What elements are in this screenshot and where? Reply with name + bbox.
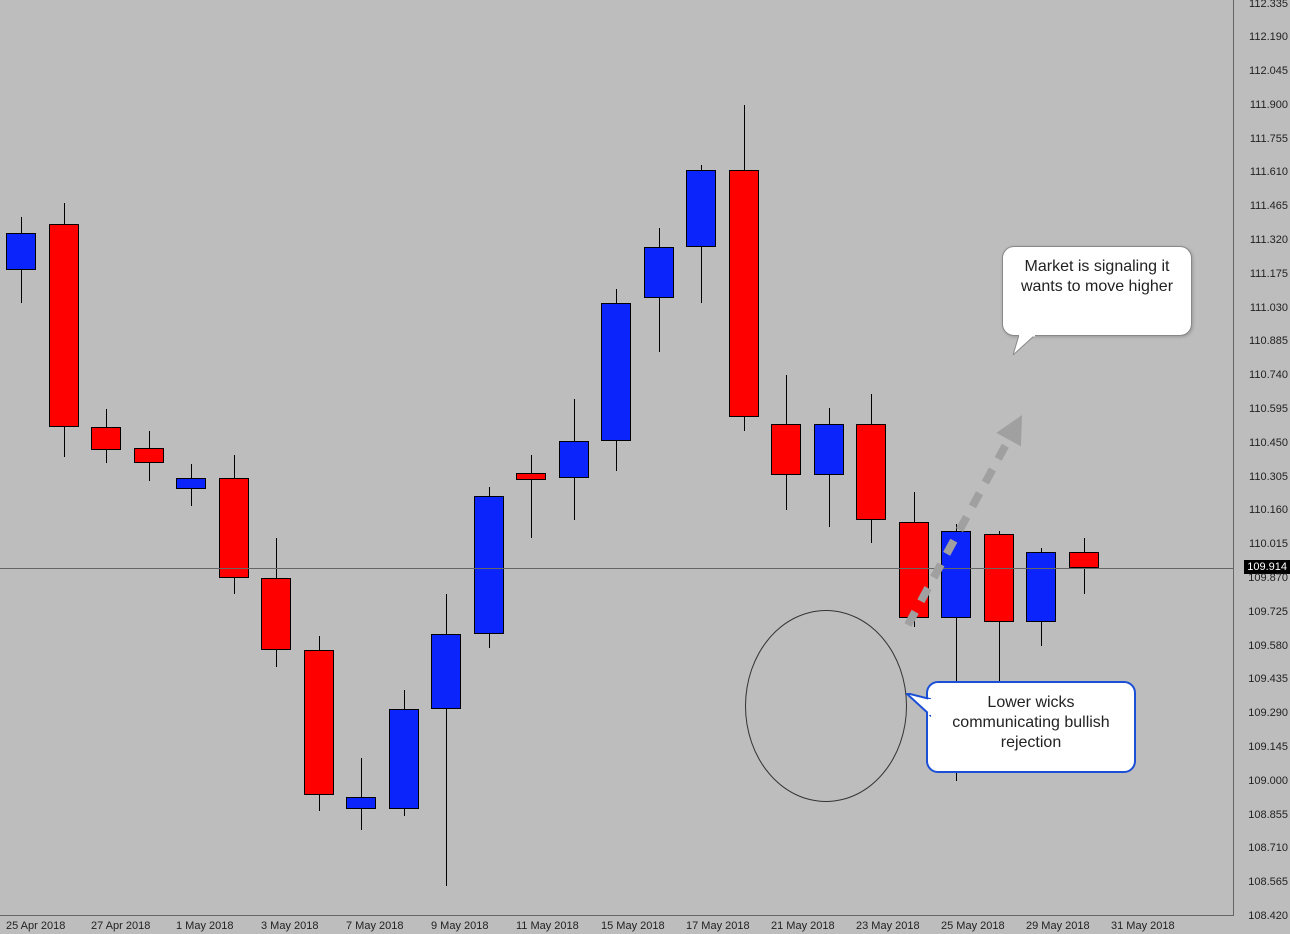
y-tick-label: 111.030 xyxy=(1250,302,1288,314)
callout-market-higher: Market is signaling it wants to move hig… xyxy=(1002,246,1192,336)
x-tick-label: 7 May 2018 xyxy=(346,920,403,932)
x-tick-label: 9 May 2018 xyxy=(431,920,488,932)
y-tick-label: 111.175 xyxy=(1250,268,1288,280)
candle-body xyxy=(346,797,376,809)
x-tick-label: 1 May 2018 xyxy=(176,920,233,932)
candle-wick xyxy=(361,758,362,830)
y-tick-label: 111.320 xyxy=(1250,234,1288,246)
candle-body xyxy=(474,496,504,634)
candle-body xyxy=(601,303,631,441)
callout-text: Market is signaling it wants to move hig… xyxy=(1021,258,1173,295)
x-tick-label: 25 May 2018 xyxy=(941,920,1005,932)
y-tick-label: 109.000 xyxy=(1248,775,1288,787)
candle-body xyxy=(431,634,461,709)
x-tick-label: 29 May 2018 xyxy=(1026,920,1090,932)
candle-body xyxy=(49,224,79,427)
y-tick-label: 109.145 xyxy=(1248,741,1288,753)
y-tick-label: 110.015 xyxy=(1249,538,1288,550)
candle-body xyxy=(304,650,334,795)
x-tick-label: 3 May 2018 xyxy=(261,920,318,932)
candle-body xyxy=(771,424,801,475)
y-tick-label: 112.045 xyxy=(1249,65,1288,77)
y-tick-label: 110.305 xyxy=(1249,471,1288,483)
y-tick-label: 112.190 xyxy=(1249,31,1288,43)
y-tick-label: 108.855 xyxy=(1248,809,1288,821)
candle-body xyxy=(856,424,886,520)
y-tick-label: 108.420 xyxy=(1248,910,1288,922)
plot-area[interactable] xyxy=(0,0,1234,916)
x-tick-label: 31 May 2018 xyxy=(1111,920,1175,932)
y-tick-label: 110.885 xyxy=(1249,335,1288,347)
y-tick-label: 112.335 xyxy=(1249,0,1288,10)
candle-body xyxy=(261,578,291,650)
y-tick-label: 108.710 xyxy=(1248,842,1288,854)
ellipse-annotation xyxy=(745,610,907,802)
callout-tail-icon xyxy=(1013,335,1043,357)
x-tick-label: 15 May 2018 xyxy=(601,920,665,932)
y-tick-label: 108.565 xyxy=(1248,876,1288,888)
candlestick-chart[interactable]: 109.914 112.335112.190112.045111.900111.… xyxy=(0,0,1290,934)
candle-body xyxy=(516,473,546,480)
x-tick-label: 27 Apr 2018 xyxy=(91,920,150,932)
candle-wick xyxy=(531,455,532,539)
y-tick-label: 109.725 xyxy=(1248,606,1288,618)
candle-body xyxy=(134,448,164,463)
candle-body xyxy=(814,424,844,475)
y-tick-label: 110.740 xyxy=(1249,369,1288,381)
y-tick-label: 111.755 xyxy=(1250,133,1288,145)
candle-body xyxy=(644,247,674,298)
y-tick-label: 110.160 xyxy=(1249,504,1288,516)
y-tick-label: 109.870 xyxy=(1248,572,1288,584)
callout-tail-icon xyxy=(906,693,932,719)
candle-body xyxy=(1069,552,1099,567)
x-tick-label: 21 May 2018 xyxy=(771,920,835,932)
y-tick-label: 111.610 xyxy=(1250,166,1288,178)
candle-body xyxy=(559,441,589,478)
y-tick-label: 109.435 xyxy=(1248,673,1288,685)
x-tick-label: 25 Apr 2018 xyxy=(6,920,65,932)
y-axis: 112.335 112.190 112.045 111.900 111.755 111.6… xyxy=(1233,0,1290,916)
arrow-annotation xyxy=(888,395,1042,645)
y-tick-label: 109.290 xyxy=(1248,707,1288,719)
x-tick-label: 11 May 2018 xyxy=(516,920,579,932)
y-tick-label: 111.900 xyxy=(1250,99,1288,111)
y-tick-label: 110.595 xyxy=(1249,403,1288,415)
y-tick-label: 109.580 xyxy=(1248,640,1288,652)
candle-body xyxy=(6,233,36,270)
y-tick-label: 110.450 xyxy=(1249,437,1288,449)
candle-body xyxy=(686,170,716,247)
candle-body xyxy=(91,427,121,450)
callout-text: Lower wicks communicating bullish reject… xyxy=(952,694,1109,751)
candle-body xyxy=(729,170,759,417)
x-tick-label: 17 May 2018 xyxy=(686,920,750,932)
candle-body xyxy=(176,478,206,490)
x-tick-label: 23 May 2018 xyxy=(856,920,920,932)
callout-lower-wicks: Lower wicks communicating bullish reject… xyxy=(926,681,1136,773)
candle-body xyxy=(389,709,419,809)
current-price-line xyxy=(0,568,1234,569)
candle-body xyxy=(219,478,249,578)
y-tick-label: 111.465 xyxy=(1250,200,1288,212)
x-axis: 25 Apr 2018 27 Apr 2018 1 May 2018 3 May 20… xyxy=(0,915,1234,934)
